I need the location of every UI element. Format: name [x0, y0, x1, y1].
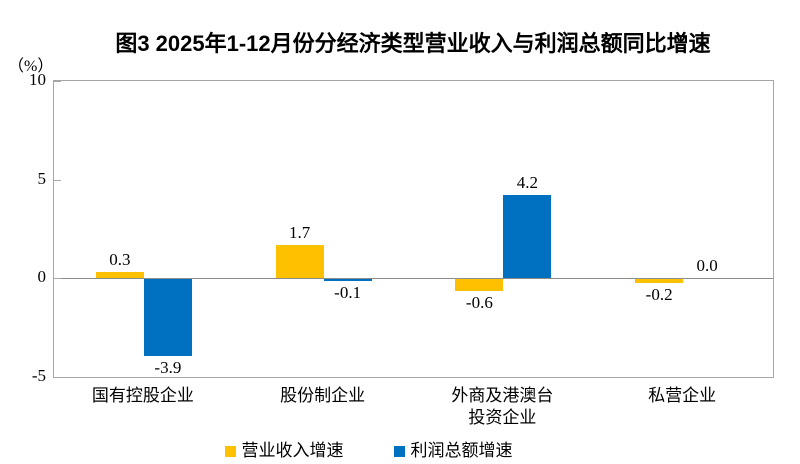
y-tick-mark: [54, 278, 61, 280]
legend: 营业收入增速 利润总额增速: [0, 441, 737, 461]
data-label: 1.7: [289, 222, 311, 242]
bar-营业收入增速: [95, 272, 144, 279]
y-tick-label: 10: [29, 70, 46, 89]
y-tick-mark: [54, 377, 61, 378]
bar-营业收入增速: [635, 279, 684, 284]
data-label: 0.0: [696, 256, 718, 276]
bar-营业收入增速: [275, 244, 324, 279]
data-label: -0.6: [465, 293, 493, 313]
y-axis-unit-label: （%）: [8, 58, 54, 75]
data-label: -3.9: [154, 358, 182, 378]
y-tick-label: 0: [37, 267, 47, 287]
legend-label: 营业收入增速: [241, 441, 344, 460]
category-label: 私营企业: [648, 386, 717, 405]
legend-swatch: [393, 445, 405, 457]
legend-item: 营业收入增速: [224, 441, 344, 461]
category-label: 外商及港澳台 投资企业: [451, 386, 554, 427]
bar-利润总额增速: [323, 279, 372, 282]
zero-axis-line: [54, 278, 773, 279]
bar-利润总额增速: [143, 279, 192, 357]
data-label: 4.2: [516, 173, 538, 193]
category-label: 股份制企业: [280, 386, 366, 405]
legend-swatch: [224, 445, 236, 457]
category-label: 国有控股企业: [91, 386, 194, 405]
data-label: -0.2: [645, 285, 673, 305]
data-label: 0.3: [109, 250, 131, 270]
y-tick-mark: [54, 179, 61, 181]
y-tick-label: -5: [31, 366, 46, 385]
plot-area: 0.3 1.7 -0.6 -0.2 -3.9 -0.1 4.2 0.0: [53, 80, 774, 378]
bar-利润总额增速: [503, 195, 552, 279]
legend-label: 利润总额增速: [410, 441, 513, 460]
data-label: -0.1: [334, 283, 362, 303]
legend-item: 利润总额增速: [393, 441, 513, 461]
chart-title: 图3 2025年1-12月份分经济类型营业收入与利润总额同比增速: [115, 31, 711, 56]
y-tick-label: 5: [37, 168, 47, 188]
bar-营业收入增速: [455, 279, 504, 292]
y-tick-mark: [54, 81, 61, 82]
